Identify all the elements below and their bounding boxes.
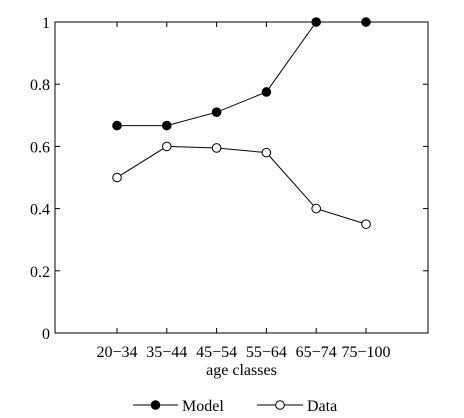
data-point-model xyxy=(311,17,322,27)
legend-label-data: Data xyxy=(307,398,337,415)
x-tick-label: 55−64 xyxy=(246,344,287,361)
y-axis: 0 0.2 0.4 0.6 0.8 1 xyxy=(30,15,428,343)
series-layer xyxy=(112,17,371,229)
y-tick-label: 0.2 xyxy=(30,264,50,281)
x-tick-label: 35−44 xyxy=(146,344,187,361)
x-tick-label: 65−74 xyxy=(296,344,337,361)
data-point-data xyxy=(211,143,222,153)
series-line-data xyxy=(116,145,367,225)
y-tick-label: 0.8 xyxy=(30,77,50,94)
x-axis: 20−34 35−44 45−54 55−64 65−74 75−100 xyxy=(96,22,391,361)
y-tick-label: 1 xyxy=(42,15,50,32)
data-point-data xyxy=(361,219,371,229)
data-point-model xyxy=(162,120,172,131)
series-line-model xyxy=(117,21,366,127)
y-tick-label: 0.6 xyxy=(30,139,50,156)
data-point-data xyxy=(261,147,272,158)
x-tick-label: 45−54 xyxy=(196,344,237,361)
legend-label-model: Model xyxy=(182,398,224,415)
x-tick-label: 20−34 xyxy=(96,344,137,361)
data-point-model xyxy=(361,17,371,27)
data-point-model xyxy=(261,87,272,97)
plot-frame xyxy=(54,21,429,334)
x-tick-label: 75−100 xyxy=(341,344,390,361)
data-point-data xyxy=(162,141,172,152)
data-point-model xyxy=(112,120,122,131)
x-axis-label: age classes xyxy=(206,362,277,379)
legend: Model Data xyxy=(133,398,337,415)
data-point-data xyxy=(311,203,322,214)
y-tick-label: 0.4 xyxy=(30,202,50,219)
y-tick-label: 0 xyxy=(42,326,50,343)
legend-marker-model xyxy=(150,400,161,410)
legend-marker-data xyxy=(275,400,285,410)
data-point-data xyxy=(112,172,122,183)
data-point-model xyxy=(211,107,222,117)
